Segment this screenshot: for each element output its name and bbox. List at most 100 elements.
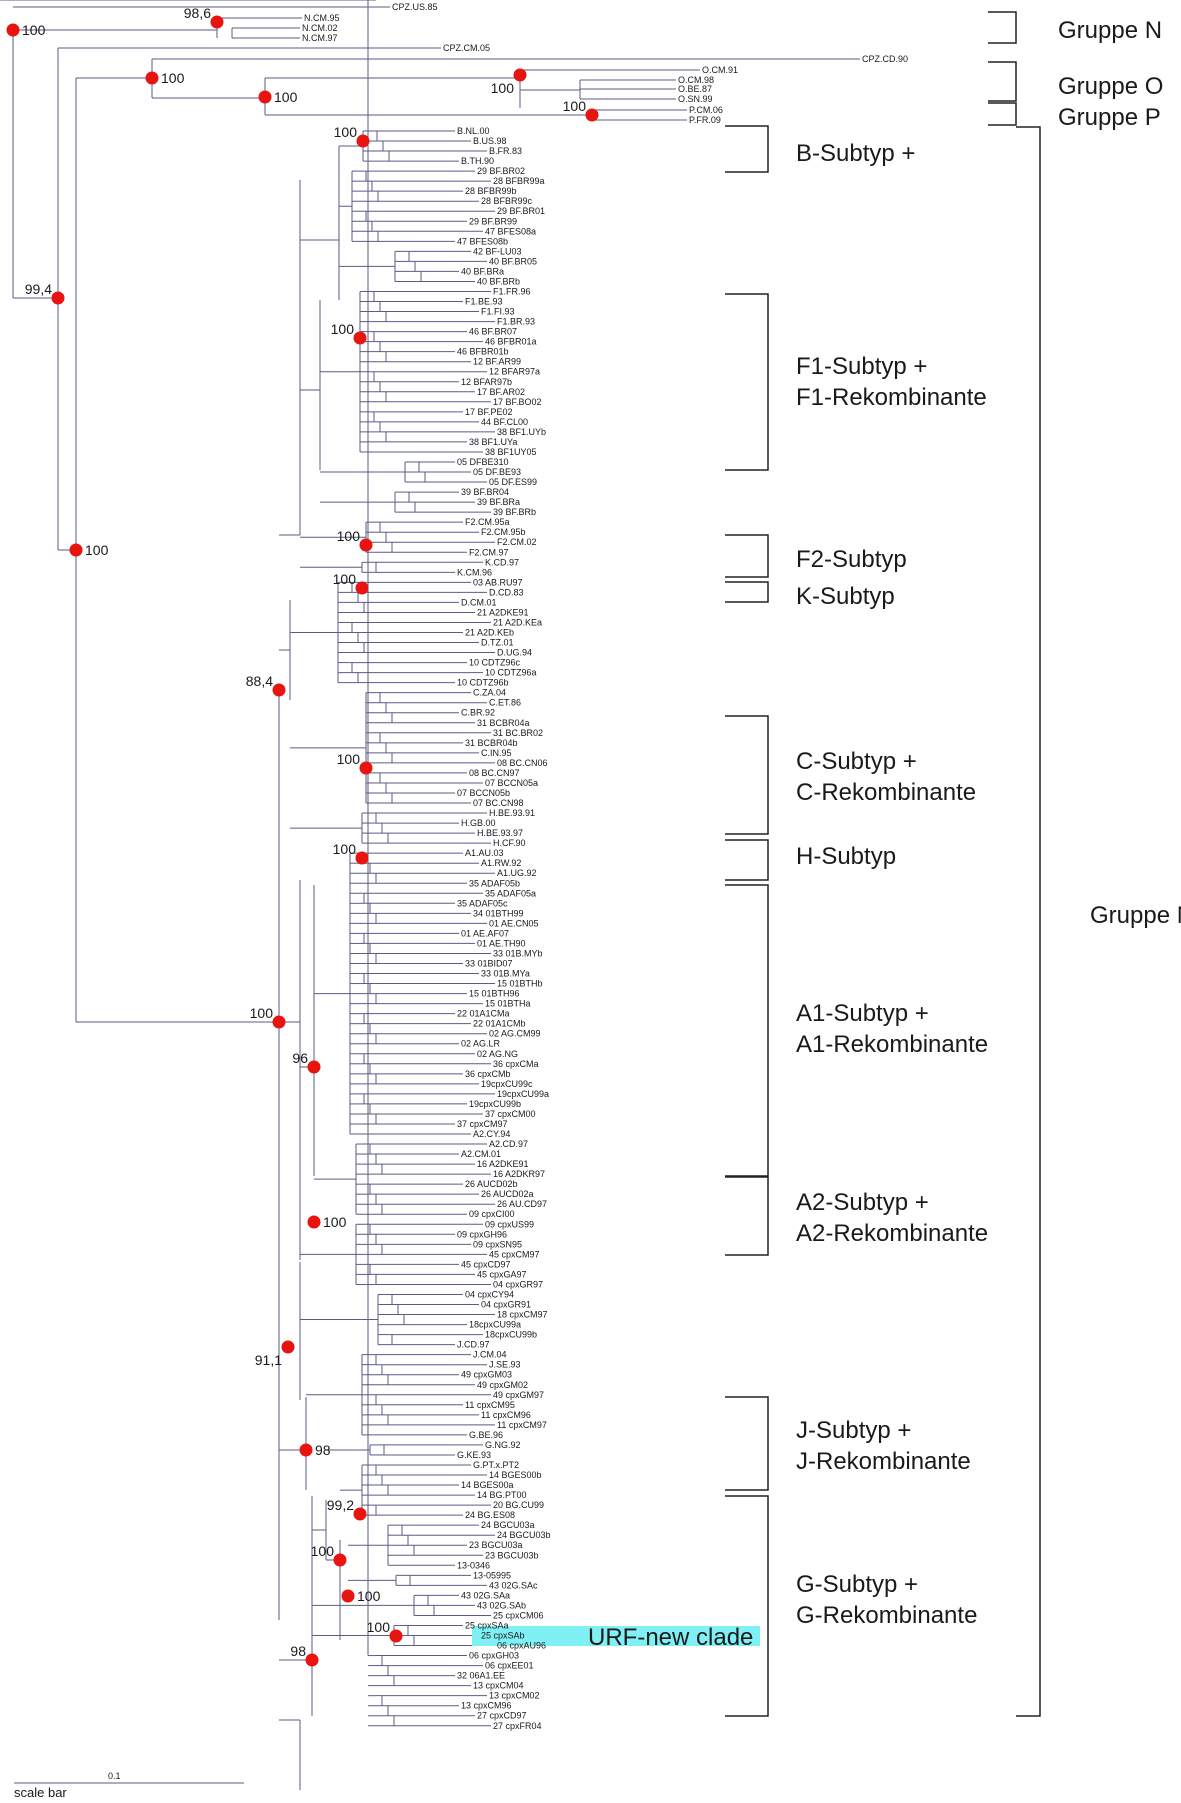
- leaf-label: F1.BR.93: [497, 317, 535, 327]
- group-brackets: [725, 11, 1041, 1717]
- leaf-label: 29 BF.BR02: [477, 166, 525, 176]
- leaf-label: G.NG.92: [485, 1440, 521, 1450]
- bootstrap-node-marker: [359, 538, 373, 552]
- leaf-label: 49 cpxGM03: [461, 1370, 512, 1380]
- leaf-label: 06 cpxGH03: [469, 1651, 519, 1661]
- leaf-label: 17 BF.PE02: [465, 407, 513, 417]
- leaf-label: 06 cpxAU96: [497, 1641, 546, 1651]
- leaf-label: 07 BCCN05b: [457, 788, 510, 798]
- leaf-label: 45 cpxCM97: [489, 1249, 540, 1259]
- label-gruppe-n: Gruppe N: [1058, 17, 1162, 44]
- leaf-label: F1.FI.93: [481, 307, 515, 317]
- leaf-label: 09 cpxGH96: [457, 1229, 507, 1239]
- bootstrap-node-marker: [272, 1015, 286, 1029]
- leaf-label: 38 BF1UY05: [485, 447, 537, 457]
- leaf-label: 36 cpxCMb: [465, 1069, 511, 1079]
- bootstrap-label: 91,1: [255, 1352, 282, 1368]
- bootstrap-node-marker: [258, 90, 272, 104]
- bootstrap-node-marker: [305, 1653, 319, 1667]
- label-gruppe-o: Gruppe O: [1058, 73, 1163, 100]
- leaf-label: H.BE.93.91: [489, 808, 535, 818]
- label-g-1: G-Subtyp +: [796, 1571, 918, 1598]
- leaf-label: H.BE.93.97: [477, 828, 523, 838]
- leaf-label: 05 DFBE310: [457, 457, 509, 467]
- leaf-label: N.CM.97: [302, 33, 338, 43]
- leaf-label: J.CM.04: [473, 1350, 507, 1360]
- bootstrap-label: 100: [331, 321, 355, 337]
- leaf-label: F2.CM.02: [497, 537, 537, 547]
- label-k: K-Subtyp: [796, 583, 895, 610]
- leaf-label: 23 BGCU03b: [485, 1550, 539, 1560]
- leaf-label: 38 BF1.UYb: [497, 427, 546, 437]
- bootstrap-label: 88,4: [246, 673, 273, 689]
- leaf-label: 47 BFES08a: [485, 226, 536, 236]
- label-a2-2: A2-Rekombinante: [796, 1220, 988, 1247]
- label-gruppe-p: Gruppe P: [1058, 104, 1161, 131]
- leaf-label: 37 cpxCM97: [457, 1119, 508, 1129]
- leaf-label: C.ZA.04: [473, 688, 506, 698]
- leaf-label: K.CD.97: [485, 557, 519, 567]
- leaf-label: A2.CY.94: [473, 1129, 510, 1139]
- label-c-2: C-Rekombinante: [796, 779, 976, 806]
- bracket-gruppe-n: [988, 11, 1017, 44]
- leaf-label: 26 AUCD02b: [465, 1179, 518, 1189]
- leaf-label: 32 06A1.EE: [457, 1671, 505, 1681]
- leaf-label: 25 cpxCM06: [493, 1610, 544, 1620]
- bootstrap-label: 100: [337, 751, 361, 767]
- leaf-label: 15 01BTHa: [485, 999, 531, 1009]
- bootstrap-node-marker: [307, 1215, 321, 1229]
- leaf-label: 18 cpxCM97: [497, 1310, 548, 1320]
- leaf-label: O.CM.98: [678, 75, 714, 85]
- leaf-label: 33 01BID07: [465, 958, 513, 968]
- leaf-label: G.KE.93: [457, 1450, 491, 1460]
- leaf-label: 36 cpxCMa: [493, 1059, 539, 1069]
- label-a1-1: A1-Subtyp +: [796, 1000, 929, 1027]
- leaf-label: 10 CDTZ96a: [485, 668, 537, 678]
- leaf-label: F1.FR.96: [493, 286, 531, 296]
- leaf-label: N.CM.02: [302, 23, 338, 33]
- leaf-label: 01 AE.CN05: [489, 918, 539, 928]
- leaf-label: 13-0346: [457, 1560, 490, 1570]
- bootstrap-label: 100: [85, 542, 109, 558]
- leaf-label: 35 ADAF05b: [469, 878, 520, 888]
- leaf-label: C.ET.86: [489, 698, 521, 708]
- leaf-label: 15 01BTH96: [469, 989, 520, 999]
- leaf-label: 16 A2DKR97: [493, 1169, 545, 1179]
- leaf-label: 34 01BTH99: [473, 908, 524, 918]
- leaf-label: 07 BC.CN98: [473, 798, 524, 808]
- bootstrap-node-marker: [356, 134, 370, 148]
- bootstrap-label: 98: [315, 1442, 331, 1458]
- leaf-label: A1.UG.92: [497, 868, 537, 878]
- leaf-label: A1.AU.03: [465, 848, 504, 858]
- leaf-label: 24 BGCU03b: [497, 1530, 551, 1540]
- leaf-label: 47 BFES08b: [457, 236, 508, 246]
- leaf-label: A1.RW.92: [481, 858, 521, 868]
- leaf-label: CPZ.CM.05: [443, 43, 490, 53]
- bracket-h: [725, 839, 769, 881]
- leaf-label: F2.CM.95a: [465, 517, 510, 527]
- leaf-label: D.TZ.01: [481, 638, 514, 648]
- leaf-label: 22 01A1CMb: [473, 1019, 526, 1029]
- leaf-label: 28 BFBR99b: [465, 186, 517, 196]
- label-c-1: C-Subtyp +: [796, 748, 917, 775]
- bootstrap-label: 100: [337, 528, 361, 544]
- leaf-label: F2.CM.97: [469, 547, 509, 557]
- leaf-label: 10 CDTZ96c: [469, 658, 521, 668]
- leaf-label: 18cpxCU99a: [469, 1320, 521, 1330]
- leaf-label: K.CM.96: [457, 567, 492, 577]
- leaf-label: 14 BGES00b: [489, 1470, 542, 1480]
- leaf-label: 29 BF.BR01: [497, 206, 545, 216]
- leaf-label: 43 02G.SAc: [489, 1580, 538, 1590]
- bootstrap-label: 99,4: [25, 281, 52, 297]
- bootstrap-node-marker: [210, 15, 224, 29]
- leaf-label: CPZ.US.85: [392, 2, 438, 12]
- leaf-label: 14 BGES00a: [461, 1480, 514, 1490]
- leaf-label: 11 cpxCM97: [497, 1420, 547, 1430]
- group-labels: Gruppe N Gruppe O Gruppe P Gruppe M B-Su…: [796, 17, 1181, 1629]
- leaf-label: D.UG.94: [497, 648, 532, 658]
- leaf-label: 11 cpxCM96: [481, 1410, 531, 1420]
- leaf-label: 18cpxCU99b: [485, 1330, 537, 1340]
- leaf-label: 45 cpxCD97: [461, 1259, 511, 1269]
- leaf-label: G.PT.x.PT2: [473, 1460, 519, 1470]
